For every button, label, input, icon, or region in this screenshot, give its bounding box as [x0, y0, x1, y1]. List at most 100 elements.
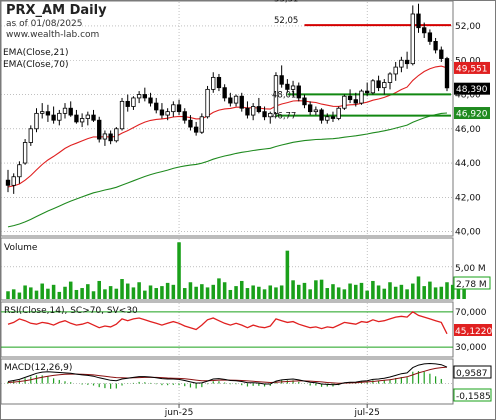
candle-body: [433, 41, 438, 51]
candle-body: [444, 58, 450, 89]
candle-body: [165, 111, 170, 116]
macd-histogram: [7, 371, 442, 389]
site-url: www.wealth-lab.com: [6, 30, 99, 40]
volume-bar: [365, 290, 369, 299]
volume-bar: [399, 284, 404, 299]
rsi-path: [7, 310, 448, 335]
candle-body: [68, 107, 73, 116]
volume-bar: [388, 282, 392, 299]
close-last-tag-text: 48,390: [456, 85, 488, 95]
rsi-line: [7, 310, 448, 335]
candle-body: [97, 119, 102, 140]
volume-bar: [354, 284, 358, 299]
candle-body: [353, 99, 358, 104]
macd-hist-last-tag: [453, 388, 492, 402]
volume-bar: [296, 284, 301, 299]
candle-body: [387, 73, 393, 83]
volume-bar: [29, 287, 33, 299]
level-label: 53,31: [274, 0, 298, 5]
ema70-line: [7, 112, 448, 228]
candle-body: [279, 75, 284, 85]
volume-bar: [251, 285, 255, 299]
candle-body: [422, 27, 427, 34]
candle-body: [404, 59, 410, 65]
volume-bar: [411, 283, 415, 299]
candle-body: [148, 97, 153, 104]
volume-last-tag: [453, 276, 491, 290]
ema21-line: [7, 65, 448, 188]
volume-bar: [359, 282, 364, 299]
ema21-last-tag-text: 49,551: [456, 64, 488, 74]
price-y-axis: 40,00 42,00 44,00 46,00 48,00 50,00 52,00: [455, 22, 481, 238]
volume-bar: [137, 282, 141, 299]
candle-body: [319, 109, 324, 121]
candle-body: [256, 106, 262, 113]
price-tick-label: 50,00: [455, 56, 481, 66]
volume-bar: [279, 285, 284, 299]
price-tick-label: 40,00: [455, 228, 481, 238]
price-tags: 49,551 48,390 46,920: [454, 61, 490, 120]
price-tick-label: 42,00: [455, 193, 481, 203]
volume-bar: [68, 281, 73, 299]
volume-bar: [257, 286, 261, 299]
volume-bar: [160, 286, 164, 299]
volume-bar: [154, 288, 159, 299]
volume-bar: [456, 280, 461, 299]
candle-body: [57, 112, 62, 121]
price-grid: [1, 2, 453, 235]
macd-last-tag: [453, 365, 492, 379]
x-tick-label: jun-25: [164, 408, 194, 418]
candle-body: [262, 111, 267, 118]
candle-body: [211, 76, 216, 90]
ema70-legend: EMA(Close,70): [3, 60, 68, 70]
volume-bar: [211, 284, 216, 299]
volume-bar: [34, 290, 39, 299]
volume-bar: [217, 278, 221, 299]
candle-body: [250, 106, 256, 116]
candle-body: [119, 100, 125, 130]
candle-body: [410, 13, 415, 65]
candle-body: [74, 114, 79, 123]
level-label: 48,01: [272, 90, 296, 100]
volume-bar: [46, 288, 50, 299]
candle-body: [302, 97, 307, 106]
candle-body: [193, 126, 199, 133]
candle-body: [17, 164, 22, 178]
level-labels: 53,31 52,05 48,01 46,77: [272, 0, 298, 122]
close-last-tag: [454, 82, 490, 95]
volume-bar: [200, 284, 204, 299]
candle-body: [399, 59, 404, 68]
price-pane: 40,00 42,00 44,00 46,00 48,00 50,00 52,00 53,3…: [0, 0, 490, 238]
candle-body: [216, 76, 222, 89]
candle-body: [28, 128, 33, 143]
volume-bar: [274, 287, 278, 299]
volume-bar: [342, 289, 347, 299]
candle-body: [285, 83, 290, 90]
volume-bar: [108, 286, 113, 299]
volume-bar: [428, 281, 432, 299]
volume-bar: [188, 282, 193, 299]
candle-body: [245, 107, 250, 116]
volume-bar: [97, 280, 101, 299]
rsi-pane: RSI(Close,14), SC>70, SV<30 70,000 30,000…: [0, 301, 492, 358]
volume-bar: [177, 242, 181, 299]
volume-bar: [205, 287, 210, 299]
candle-body: [154, 102, 159, 111]
rsi-title: RSI(Close,14), SC>70, SV<30: [4, 306, 138, 316]
volume-tick-label: 5,00 M: [455, 264, 486, 274]
asof-date: as of 01/08/2025: [6, 19, 82, 29]
volume-bar: [114, 288, 119, 299]
ema21-last-tag: [454, 61, 490, 74]
rsi-last-tag: [454, 324, 492, 336]
volume-bar: [182, 288, 187, 299]
candle-body: [22, 142, 28, 164]
ema21-path: [7, 65, 448, 188]
ema70-last-tag-text: 46,920: [456, 110, 488, 120]
candle-body: [51, 114, 56, 121]
candle-body: [347, 95, 353, 101]
candle-body: [370, 80, 376, 94]
candle-body: [222, 87, 227, 99]
volume-bar: [450, 284, 455, 299]
